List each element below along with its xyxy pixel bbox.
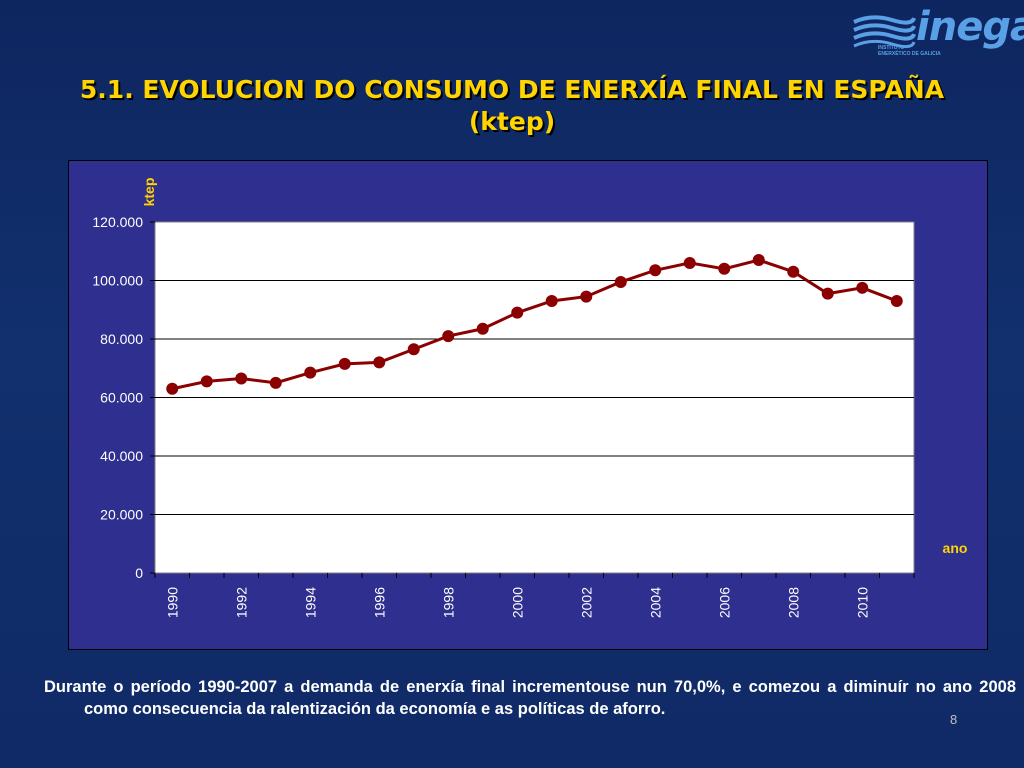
data-point <box>787 265 800 278</box>
data-point <box>442 330 455 343</box>
data-point <box>304 366 317 379</box>
inega-logo: inega INSTITUTO ENERXÉTICO DE GALICIA <box>852 4 1024 62</box>
logo-wordmark: inega <box>916 4 1024 50</box>
data-point <box>752 254 765 267</box>
data-point <box>614 275 627 288</box>
page-number: 8 <box>950 712 958 727</box>
slide-title: 5.1. EVOLUCION DO CONSUMO DE ENERXÍA FIN… <box>0 74 1024 138</box>
chart-frame: 0 20.000 40.000 60.000 80.000 100.000 120.000 1… <box>68 160 988 650</box>
data-point <box>821 287 834 300</box>
x-axis-title: ano <box>943 540 968 556</box>
y-tick-label: 120.000 <box>92 214 143 230</box>
x-tick-label: 2004 <box>647 587 663 618</box>
logo-subtitle: INSTITUTO ENERXÉTICO DE GALICIA <box>878 45 941 57</box>
y-axis-title: ktep <box>141 178 157 207</box>
slide-title-line-1: 5.1. EVOLUCION DO CONSUMO DE ENERXÍA FIN… <box>79 75 945 104</box>
data-point <box>407 343 420 356</box>
x-tick-label: 2008 <box>785 587 801 618</box>
data-point <box>269 376 282 389</box>
y-tick-label: 40.000 <box>100 448 143 464</box>
y-tick-label: 0 <box>135 565 143 581</box>
x-tick-label: 1992 <box>233 587 249 618</box>
x-tick-label: 1996 <box>371 587 387 618</box>
y-tick-label: 100.000 <box>92 273 143 289</box>
y-tick-label: 60.000 <box>100 390 143 406</box>
data-point <box>338 357 351 370</box>
slide-title-line-2: (ktep) <box>468 107 556 136</box>
x-tick-label: 2002 <box>578 587 594 618</box>
slide-caption: Durante o período 1990-2007 a demanda de… <box>44 678 1016 718</box>
waves-icon <box>853 15 916 49</box>
data-point <box>200 375 213 388</box>
x-tick-label: 2010 <box>854 587 870 618</box>
data-point <box>545 294 558 307</box>
x-tick-label: 1994 <box>302 587 318 618</box>
data-point <box>649 264 662 277</box>
data-point <box>580 290 593 303</box>
line-chart: 0 20.000 40.000 60.000 80.000 100.000 120.000 1… <box>92 178 968 619</box>
series-line <box>171 258 898 391</box>
y-tick-label: 20.000 <box>100 507 143 523</box>
data-point <box>511 306 524 319</box>
y-tick-label: 80.000 <box>100 331 143 347</box>
data-point <box>890 294 903 307</box>
data-point <box>856 281 869 294</box>
x-tick-label: 1998 <box>440 587 456 618</box>
x-tick-label: 1990 <box>164 587 180 618</box>
data-point <box>373 356 386 369</box>
data-point <box>683 256 696 269</box>
data-point <box>235 372 248 385</box>
data-point <box>718 262 731 275</box>
x-tick-label: 2000 <box>509 587 525 618</box>
x-tick-label: 2006 <box>716 587 732 618</box>
data-point <box>476 322 489 335</box>
data-point <box>166 382 179 395</box>
